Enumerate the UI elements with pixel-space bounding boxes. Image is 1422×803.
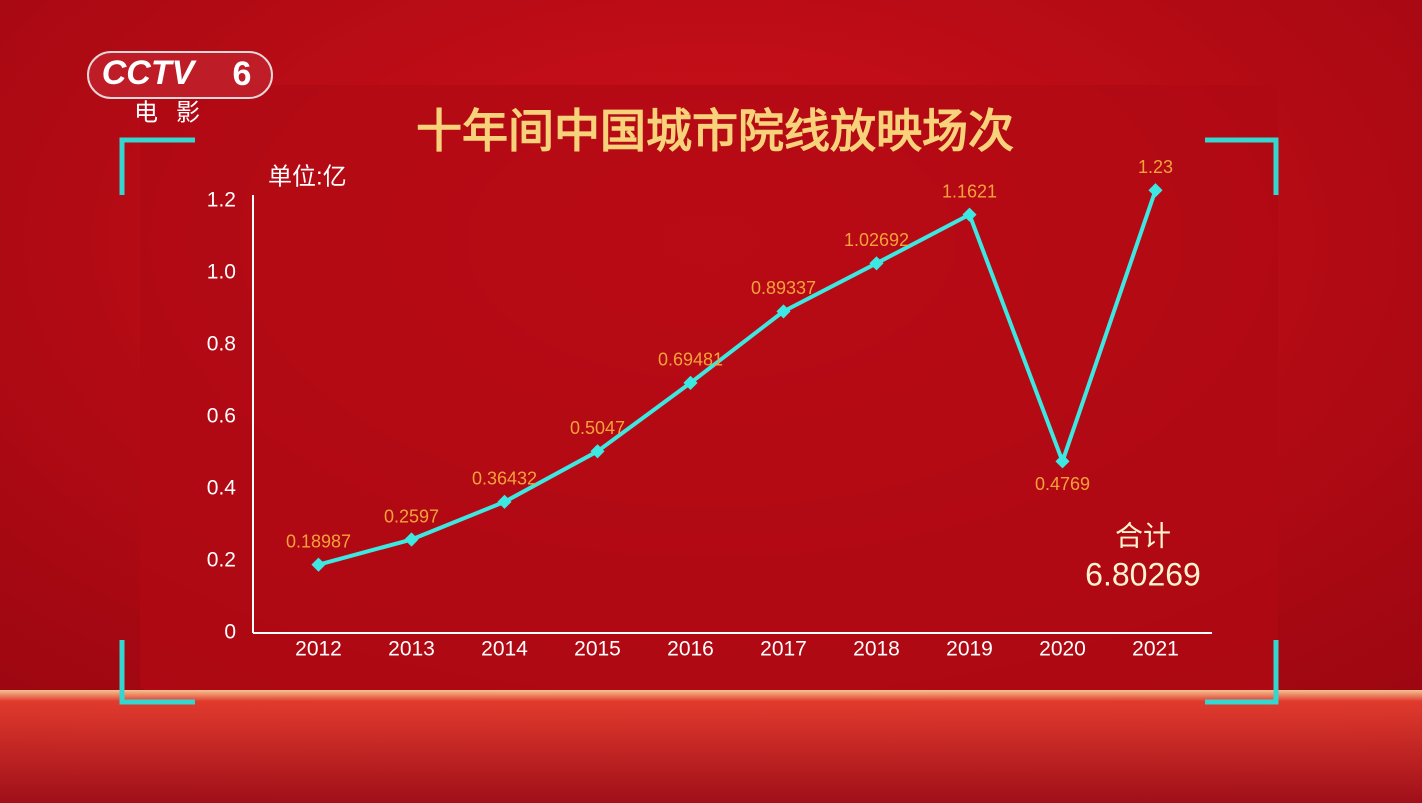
floor	[0, 690, 1422, 803]
data-label: 0.69481	[658, 350, 723, 370]
marker	[683, 375, 698, 390]
data-label: 1.02692	[844, 230, 909, 250]
logo: CCTV 6 电影	[87, 51, 273, 126]
x-tick-label: 2015	[574, 638, 621, 661]
total-label: 合计	[1115, 520, 1171, 551]
logo-channel: 6	[233, 55, 252, 93]
data-label: 0.4769	[1035, 474, 1090, 494]
line	[317, 189, 1158, 567]
x-tick-label: 2017	[760, 638, 807, 661]
marker	[1055, 454, 1070, 469]
y-tick-label: 0.2	[207, 549, 236, 572]
marker	[869, 256, 884, 271]
panel	[140, 85, 1278, 690]
x-tick-label: 2020	[1039, 638, 1086, 661]
chart-title: 十年间中国城市院线放映场次	[416, 105, 1014, 157]
marker	[776, 304, 791, 319]
data-label: 0.89337	[751, 278, 816, 298]
total-value: 6.80269	[1085, 556, 1201, 592]
marker	[1148, 183, 1163, 198]
y-tick-label: 0.6	[207, 405, 236, 428]
marker	[404, 532, 419, 547]
data-label: 1.23	[1138, 157, 1173, 177]
data-label: 0.5047	[570, 418, 625, 438]
marker	[497, 494, 512, 509]
x-tick-label: 2016	[667, 638, 714, 661]
marker	[590, 444, 605, 459]
x-tick-label: 2012	[295, 638, 342, 661]
y-tick-label: 0.4	[207, 477, 237, 500]
y-tick-label: 1.2	[207, 189, 236, 212]
x-tick-label: 2014	[481, 638, 528, 661]
x-tick-label: 2018	[853, 638, 900, 661]
y-tick-label: 0	[224, 621, 236, 644]
marker	[962, 207, 977, 222]
x-tick-label: 2019	[946, 638, 993, 661]
data-label: 0.36432	[472, 469, 537, 489]
y-tick-label: 0.8	[207, 333, 236, 356]
data-label: 0.2597	[384, 506, 439, 526]
y-axis-label: 单位:亿	[268, 163, 347, 190]
data-label: 1.1621	[942, 181, 997, 201]
logo-name: CCTV	[102, 54, 198, 92]
x-tick-label: 2013	[388, 638, 435, 661]
y-tick-label: 1.0	[207, 261, 236, 284]
marker	[311, 557, 326, 572]
logo-subtitle: 电影	[134, 99, 218, 126]
x-tick-label: 2021	[1132, 638, 1179, 661]
logo-badge	[87, 51, 273, 99]
frame-corners	[119, 137, 1279, 705]
data-label: 0.18987	[286, 531, 351, 551]
